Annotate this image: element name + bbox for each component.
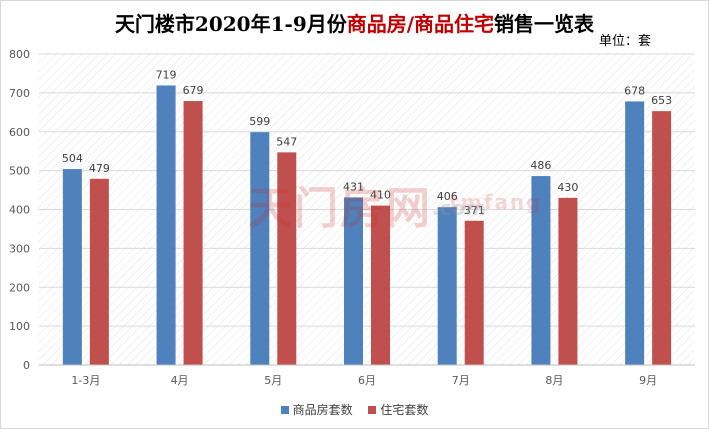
bar-1 [62, 169, 82, 365]
legend-item-series1: 商品房套数 [280, 401, 353, 418]
y-tick-label: 200 [9, 281, 30, 294]
data-label: 719 [156, 68, 177, 81]
y-tick-label: 0 [23, 359, 30, 372]
title-suffix: 销售一览表 [494, 12, 595, 36]
bar-2 [652, 111, 672, 366]
bar-2 [558, 197, 578, 365]
data-label: 479 [89, 162, 110, 175]
data-label: 679 [183, 84, 204, 97]
x-tick-label: 5月 [264, 374, 282, 387]
data-label: 599 [249, 115, 270, 128]
x-tick-label: 9月 [639, 374, 657, 387]
legend-label-series1: 商品房套数 [292, 403, 353, 417]
y-tick-label: 400 [9, 204, 30, 217]
data-label: 406 [437, 190, 458, 203]
bar-1 [156, 85, 176, 366]
y-tick-label: 800 [9, 48, 30, 61]
legend-swatch-series2 [368, 406, 377, 414]
data-label: 431 [343, 180, 364, 193]
unit-label: 单位：套 [598, 34, 651, 49]
bar-1 [250, 132, 270, 365]
title-prefix: 天门楼市2020年1-9月份 [114, 12, 347, 36]
bar-1 [625, 101, 645, 366]
x-tick-label: 6月 [358, 374, 376, 387]
x-tick-label: 7月 [452, 374, 470, 387]
bar-2 [89, 178, 109, 365]
x-tick-label: 8月 [545, 374, 563, 387]
y-tick-label: 300 [9, 242, 30, 255]
data-label: 410 [370, 189, 391, 202]
bar-1 [344, 197, 363, 365]
data-label: 547 [276, 135, 297, 148]
x-tick-label: 1-3月 [71, 374, 100, 387]
x-axis-ticks: 1-3月 4月 5月 6月 7月 8月 9月 [39, 364, 695, 387]
legend: 商品房套数 住宅套数 [0, 401, 709, 418]
data-labels: 504 479 719 679 599 547 431 410 406 371 486 430 678 6… [62, 68, 672, 216]
data-label: 504 [62, 152, 83, 165]
legend-label-series2: 住宅套数 [380, 403, 429, 417]
y-tick-label: 100 [9, 320, 30, 333]
bars [62, 85, 672, 366]
x-tick-label: 4月 [171, 374, 189, 387]
data-label: 678 [624, 84, 645, 97]
bar-2 [371, 205, 390, 365]
bar-1 [437, 207, 457, 365]
bar-2 [277, 152, 297, 365]
data-label: 653 [651, 94, 672, 107]
y-tick-label: 600 [9, 126, 30, 139]
bar-2 [464, 220, 484, 365]
legend-swatch-series1 [280, 406, 289, 414]
bar-2 [183, 101, 203, 365]
data-label: 371 [464, 204, 485, 217]
chart-title: 天门楼市2020年1-9月份商品房/商品住宅销售一览表 [0, 8, 709, 37]
y-axis-ticks: 0 100 200 300 400 500 600 700 800 [9, 48, 30, 372]
title-highlight: 商品房/商品住宅 [346, 12, 495, 36]
y-tick-label: 500 [9, 165, 30, 178]
data-label: 486 [530, 159, 551, 172]
y-tick-label: 700 [9, 87, 30, 100]
bar-1 [531, 176, 551, 365]
legend-item-series2: 住宅套数 [368, 401, 428, 418]
data-label: 430 [557, 181, 578, 194]
